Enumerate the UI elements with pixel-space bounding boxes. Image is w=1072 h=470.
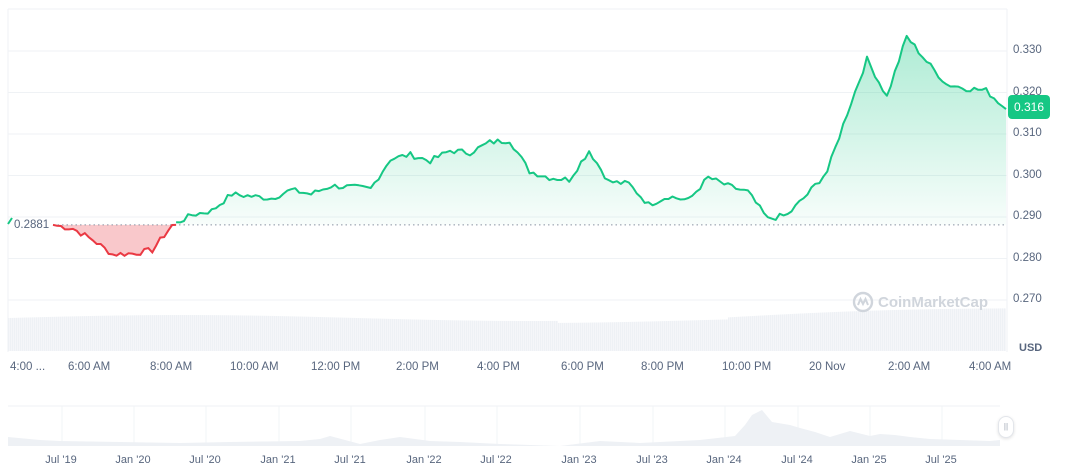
navigator-tick-label: Jul '21 [334,454,366,466]
navigator-tick-label: Jul '25 [925,454,957,466]
x-tick-label: 2:00 AM [888,361,931,373]
x-tick-label: 6:00 AM [68,361,111,373]
coinmarketcap-logo-icon [852,291,874,313]
x-tick-label: 8:00 PM [641,361,684,373]
x-tick-label: 10:00 AM [230,361,279,373]
x-tick-label: 8:00 AM [150,361,193,373]
navigator-tick-label: Jul '22 [480,454,512,466]
currency-label: USD [1019,342,1043,354]
y-tick-label: 0.330 [1013,44,1042,56]
navigator-tick-label: Jan '24 [706,454,742,466]
y-tick-label: 0.270 [1013,293,1042,305]
navigator-tick-label: Jul '23 [636,454,668,466]
x-tick-label: 6:00 PM [561,361,604,373]
y-tick-label: 0.290 [1013,210,1042,222]
watermark-text: CoinMarketCap [878,293,989,311]
x-tick-label: 10:00 PM [722,361,772,373]
navigator-tick-label: Jan '21 [260,454,296,466]
navigator-tick-label: Jan '25 [851,454,887,466]
x-tick-label: 4:00 ... [10,361,46,373]
navigator-tick-label: Jan '20 [115,454,151,466]
navigator-tick-label: Jul '19 [45,454,77,466]
y-tick-label: 0.320 [1013,85,1042,98]
navigator-tick-label: Jan '22 [406,454,442,466]
y-tick-label: 0.280 [1013,251,1042,264]
baseline-price-label: 0.2881 [14,219,50,231]
x-tick-label: 12:00 PM [311,361,361,373]
x-tick-label: 20 Nov [809,361,846,373]
watermark: CoinMarketCap [852,291,988,313]
x-tick-label: 2:00 PM [396,361,439,373]
navigator-drag-handle[interactable]: || [998,416,1014,438]
x-tick-label: 4:00 PM [477,361,520,373]
navigator-tick-label: Jan '23 [561,454,597,466]
navigator-tick-label: Jul '20 [189,454,221,466]
current-price-badge: 0.316 [1008,95,1050,119]
y-tick-label: 0.300 [1013,168,1042,181]
x-tick-label: 4:00 AM [969,361,1012,373]
navigator-tick-label: Jul '24 [781,454,813,466]
y-tick-label: 0.310 [1013,127,1042,139]
